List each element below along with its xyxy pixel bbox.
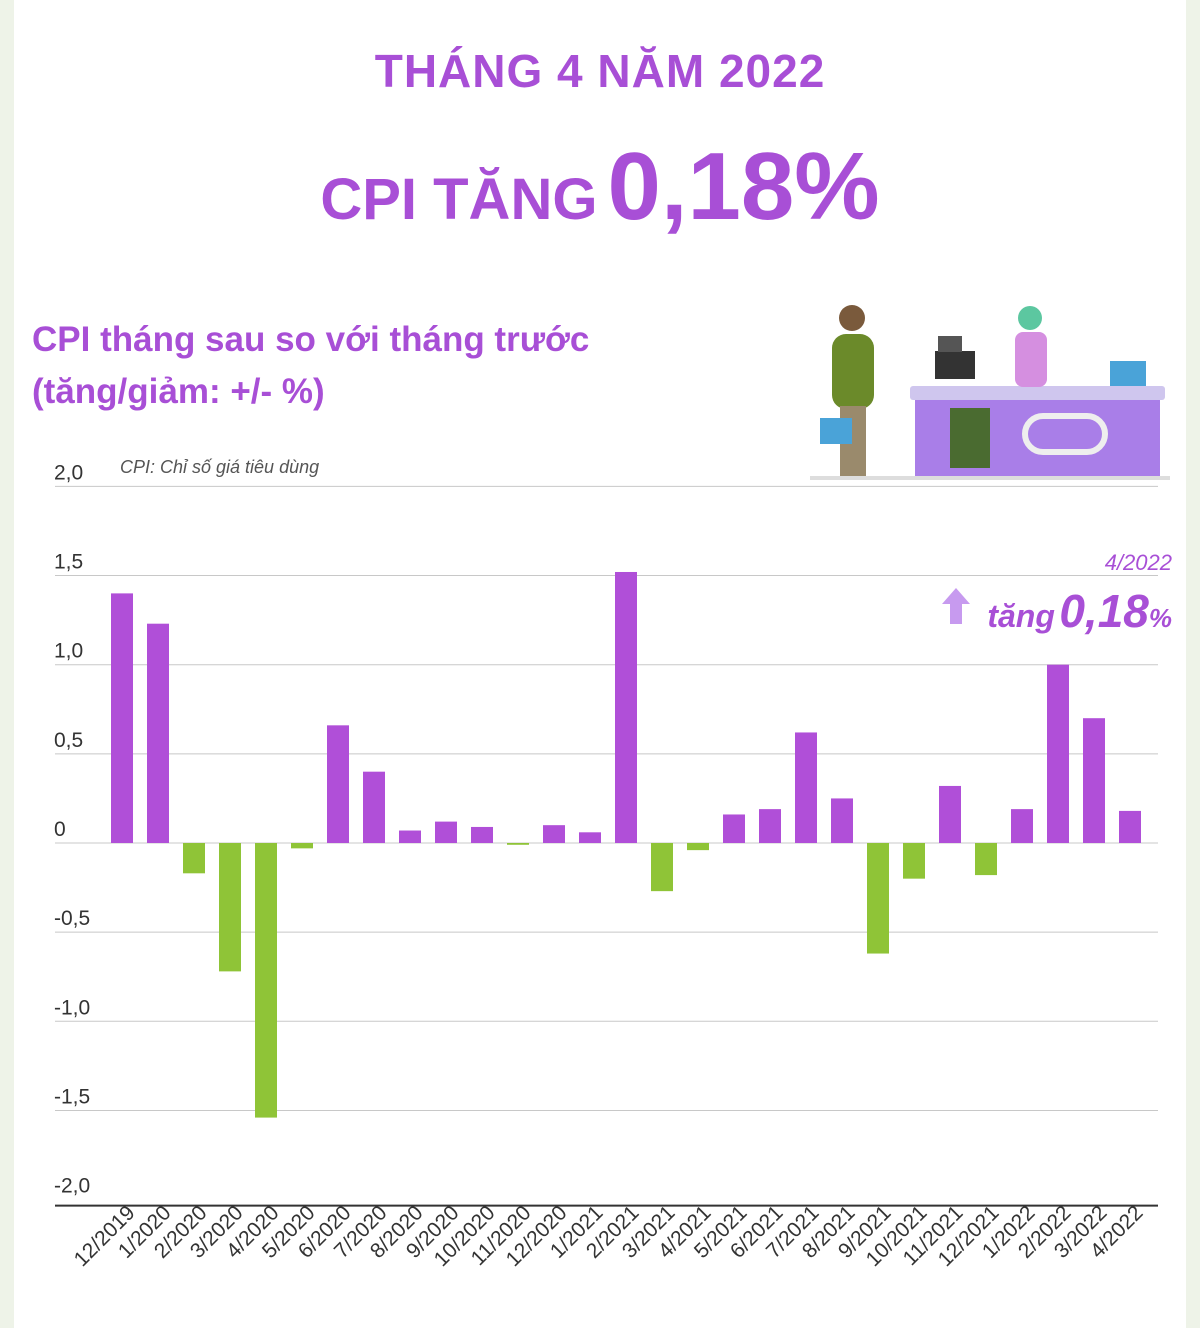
subtitle-line1: CPI tháng sau so với tháng trước (32, 320, 590, 359)
y-tick-label: -1,5 (54, 1085, 90, 1108)
bar (471, 826, 493, 843)
bar (255, 843, 277, 1118)
bar (543, 825, 565, 843)
infographic-card (14, 0, 1186, 1328)
annotation-value: tăng 0,18% (987, 584, 1172, 638)
bar (795, 732, 817, 843)
y-tick-label: -1,0 (54, 996, 90, 1019)
bar (687, 843, 709, 851)
y-tick-label: -0,5 (54, 907, 90, 930)
bar (579, 832, 601, 843)
bar (1047, 664, 1069, 843)
bar (831, 798, 853, 843)
bar (615, 571, 637, 843)
cpi-headline: CPI TĂNG 0,18% (0, 132, 1200, 242)
bar (1011, 809, 1033, 843)
bar (867, 843, 889, 954)
y-tick-label: 1,5 (54, 551, 83, 574)
bar (1119, 810, 1141, 843)
cpi-value: 0,18% (607, 133, 880, 240)
y-tick-label: 0,5 (54, 729, 83, 752)
subtitle-line2: (tăng/giảm: +/- %) (32, 372, 325, 411)
bar (435, 821, 457, 843)
bar (723, 814, 745, 843)
arrow-up-icon (942, 588, 970, 624)
bar (219, 843, 241, 972)
annotation-unit: % (1148, 603, 1172, 633)
y-tick-label: -2,0 (54, 1175, 90, 1198)
bar (183, 843, 205, 874)
bar (111, 593, 133, 843)
y-tick-label: 2,0 (54, 461, 83, 484)
bar (363, 771, 385, 843)
bar (903, 843, 925, 879)
shopping-illustration (810, 305, 1170, 480)
month-title: THÁNG 4 NĂM 2022 (374, 45, 826, 97)
bar (939, 785, 961, 843)
y-tick-label: 1,0 (54, 640, 83, 663)
bar (399, 830, 421, 843)
bar (1083, 718, 1105, 843)
annotation-number: 0,18 (1059, 585, 1149, 637)
bar (327, 725, 349, 843)
chart-note: CPI: Chỉ số giá tiêu dùng (120, 457, 320, 477)
bar (975, 843, 997, 876)
bar (507, 843, 529, 845)
bar (291, 843, 313, 849)
bar (147, 623, 169, 843)
bar (759, 809, 781, 843)
cpi-label: CPI TĂNG (320, 167, 598, 232)
annotation-date: 4/2022 (1104, 550, 1172, 575)
annotation-word: tăng (987, 598, 1055, 634)
bar (651, 843, 673, 892)
y-tick-label: 0 (54, 818, 66, 841)
chart-subtitle: CPI tháng sau so với tháng trước (tăng/gi… (32, 314, 589, 418)
